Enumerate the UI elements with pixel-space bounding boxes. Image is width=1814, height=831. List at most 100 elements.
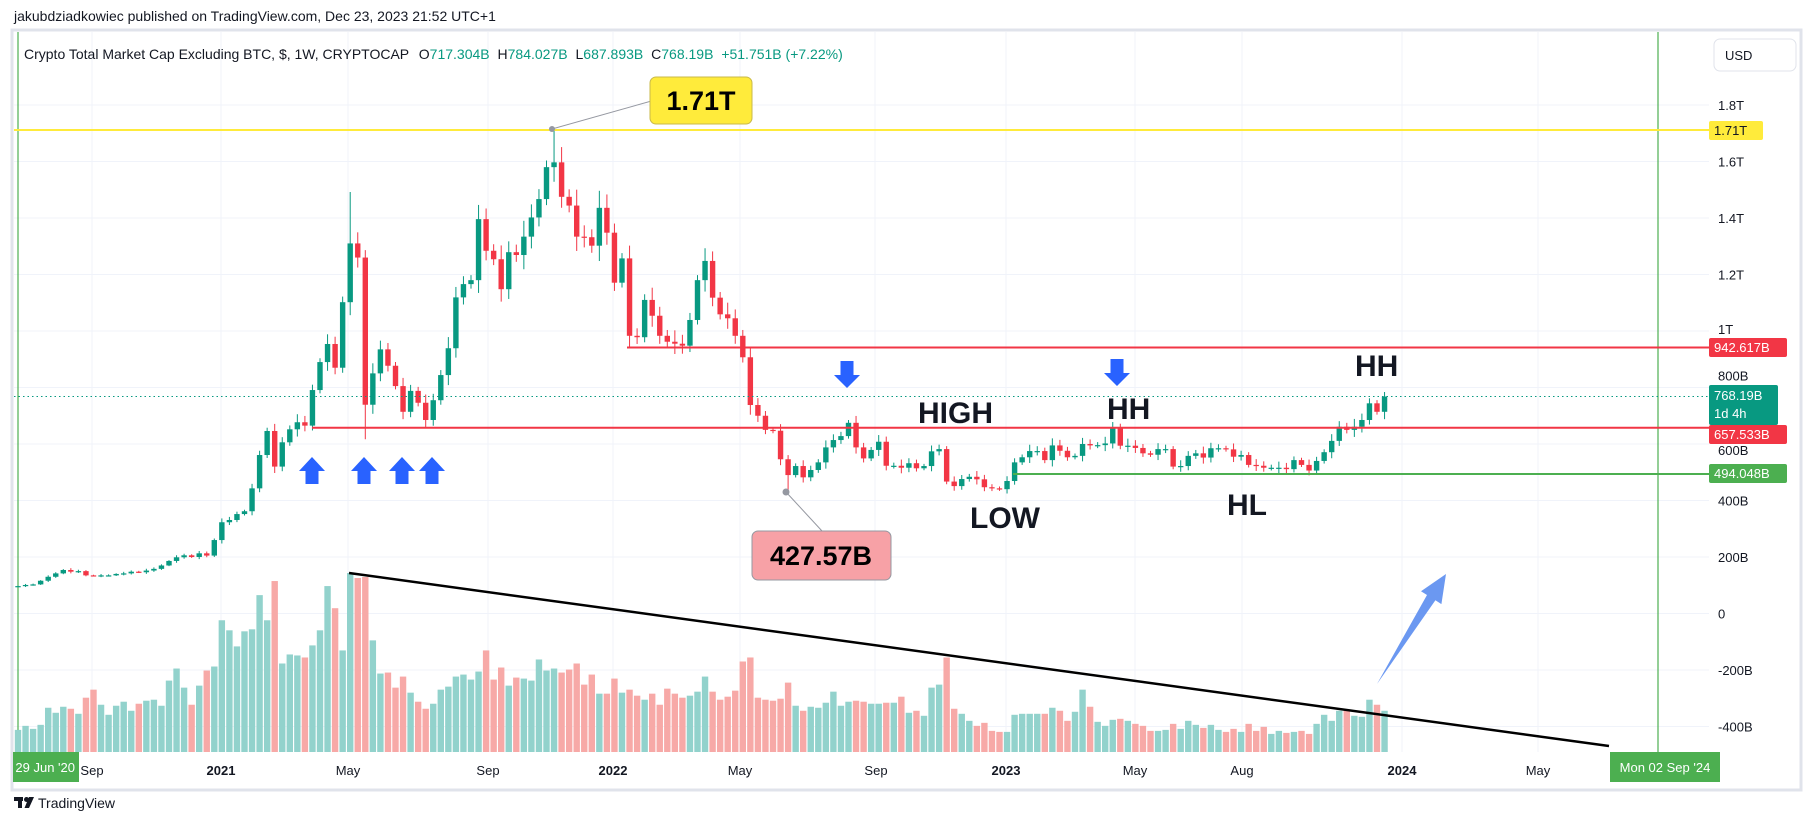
volume-bar xyxy=(1275,730,1283,752)
candle xyxy=(37,580,44,585)
down-arrow-icon xyxy=(834,361,860,388)
candle xyxy=(860,447,867,459)
candle xyxy=(1110,427,1116,444)
volume-pane xyxy=(14,573,1388,752)
volume-bar xyxy=(143,700,150,752)
volume-bar xyxy=(1200,727,1207,752)
volume-bar xyxy=(196,685,203,752)
ath-callout[interactable]: 1.71T xyxy=(549,76,753,132)
candle xyxy=(98,575,104,577)
candle xyxy=(1223,448,1229,450)
candle xyxy=(596,207,603,246)
volume-bar xyxy=(626,689,633,752)
x-tick: 2022 xyxy=(599,763,628,778)
low-callout[interactable]: 427.57B xyxy=(751,488,892,581)
volume-bar xyxy=(996,731,1003,752)
candle xyxy=(460,284,467,298)
legend-close: 768.19B xyxy=(661,46,713,62)
volume-bar xyxy=(407,692,414,752)
low-callout-label: 427.57B xyxy=(770,541,872,571)
volume-bar xyxy=(558,672,565,752)
volume-bar xyxy=(1215,729,1222,752)
volume-bar xyxy=(1177,728,1184,752)
y-tick: 400B xyxy=(1718,494,1748,509)
chart-legend[interactable]: Crypto Total Market Cap Excluding BTC, $… xyxy=(24,46,843,62)
tag-current-price: 768.19B 1d 4h xyxy=(1709,385,1778,425)
candle xyxy=(928,451,935,467)
candle xyxy=(672,341,678,344)
volume-bar xyxy=(845,701,852,752)
volume-bar xyxy=(641,699,648,752)
svg-text:768.19B: 768.19B xyxy=(1714,388,1762,403)
candle xyxy=(641,299,648,338)
candle xyxy=(626,258,633,336)
candle xyxy=(45,576,51,581)
time-axis[interactable] xyxy=(14,752,1709,788)
volume-bar xyxy=(97,704,105,752)
candle xyxy=(800,466,806,478)
volume-bar xyxy=(1162,729,1169,752)
candle xyxy=(664,335,670,342)
volume-bar xyxy=(1102,725,1109,752)
x-tick: May xyxy=(1123,763,1148,778)
volume-bar xyxy=(399,676,407,752)
candle xyxy=(959,479,965,487)
candle xyxy=(211,540,217,556)
volume-trendline[interactable] xyxy=(348,571,1610,748)
svg-text:657.533B: 657.533B xyxy=(1714,427,1770,442)
volume-bar xyxy=(105,714,112,752)
volume-bar xyxy=(188,704,195,752)
volume-bar xyxy=(37,724,44,752)
x-tick: May xyxy=(728,763,753,778)
candle xyxy=(1087,444,1093,446)
volume-bar xyxy=(505,685,512,752)
candle xyxy=(566,196,572,206)
volume-bar xyxy=(611,678,618,752)
volume-bar xyxy=(1041,713,1048,752)
candle xyxy=(249,488,255,512)
candle xyxy=(272,431,278,467)
volume-bar xyxy=(1192,724,1199,752)
candle xyxy=(725,314,731,319)
volume-bar xyxy=(241,631,248,752)
candle xyxy=(989,487,995,489)
candle xyxy=(1381,396,1388,412)
volume-bar xyxy=(1336,710,1343,752)
candle xyxy=(1140,447,1146,454)
candle xyxy=(294,422,301,430)
tag-resistance-lower: 657.533B xyxy=(1709,425,1787,444)
volume-bar xyxy=(596,693,603,752)
svg-text:494.048B: 494.048B xyxy=(1714,466,1770,481)
candle xyxy=(1313,460,1320,471)
x-tick: Sep xyxy=(80,763,103,778)
volume-bar xyxy=(1132,723,1139,752)
volume-bar xyxy=(316,630,324,752)
volume-bar xyxy=(467,679,475,752)
candle xyxy=(506,252,512,290)
legend-symbol: Crypto Total Market Cap Excluding BTC, $… xyxy=(24,46,409,62)
volume-bar xyxy=(135,703,142,752)
volume-bar xyxy=(1154,730,1162,752)
candle xyxy=(921,466,927,469)
legend-change: +51.751B (+7.22%) xyxy=(721,46,842,62)
volume-bar xyxy=(354,578,361,752)
candle xyxy=(785,459,791,476)
volume-bar xyxy=(22,725,29,752)
volume-bar xyxy=(1230,728,1237,752)
volume-bar xyxy=(482,650,490,752)
volume-bar xyxy=(1268,733,1275,752)
y-tick: 1.4T xyxy=(1718,211,1744,226)
volume-bar xyxy=(754,697,762,752)
y-tick: -200B xyxy=(1718,663,1753,678)
volume-bar xyxy=(1094,721,1101,752)
candle xyxy=(1230,449,1237,457)
candle xyxy=(1178,466,1184,468)
volume-bar xyxy=(1071,711,1079,752)
volume-bar xyxy=(928,687,935,752)
volume-bar xyxy=(686,695,694,752)
volume-bar xyxy=(573,663,580,752)
candle xyxy=(898,465,905,468)
volume-bar xyxy=(739,661,746,752)
usd-button[interactable]: USD xyxy=(1713,38,1797,72)
